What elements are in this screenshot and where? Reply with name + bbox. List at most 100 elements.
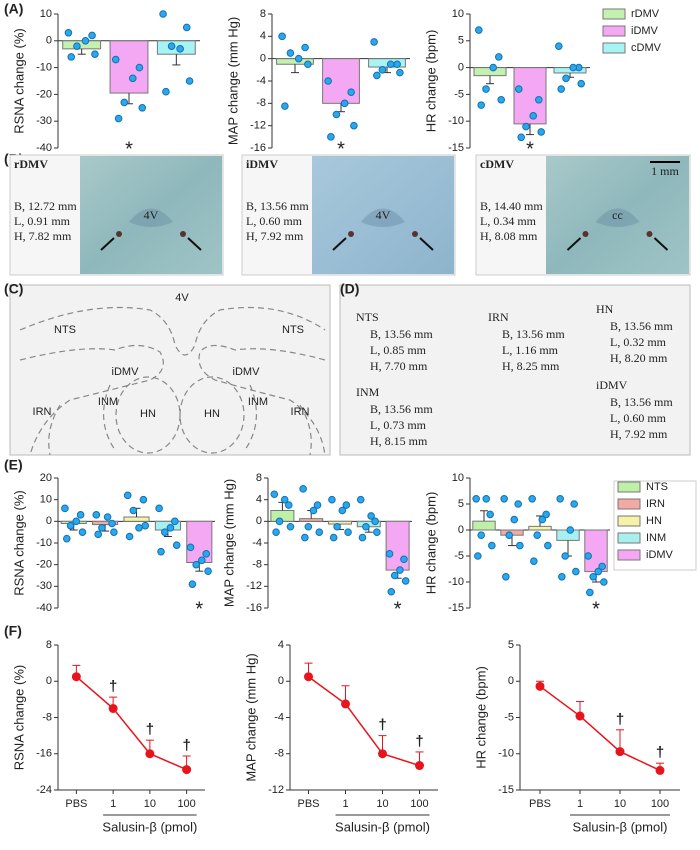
y-tick-label: 20 bbox=[40, 472, 52, 484]
y-tick-label: 4 bbox=[278, 639, 284, 651]
image-coord: L, 0.60 mm bbox=[246, 214, 303, 228]
image-label: 4V bbox=[376, 208, 391, 222]
data-point bbox=[110, 528, 118, 536]
diagram-label: IRN bbox=[291, 406, 310, 418]
legend-swatch bbox=[617, 532, 641, 544]
data-point bbox=[584, 552, 592, 560]
y-tick-label: 5 bbox=[458, 35, 464, 47]
y-tick-label: -8 bbox=[252, 559, 262, 571]
data-point bbox=[516, 541, 524, 550]
x-tick-label: 10 bbox=[144, 798, 156, 810]
y-axis-label: RSNA change (%) bbox=[11, 490, 26, 596]
data-point bbox=[157, 547, 165, 556]
diagram-label: INM bbox=[248, 396, 268, 408]
data-point bbox=[655, 765, 665, 775]
line bbox=[539, 685, 661, 772]
arrow bbox=[653, 237, 669, 251]
data-point bbox=[528, 495, 536, 503]
line bbox=[75, 676, 187, 771]
data-point bbox=[333, 522, 341, 531]
data-point bbox=[108, 703, 118, 713]
data-point bbox=[135, 63, 144, 72]
legend-swatch bbox=[602, 42, 626, 54]
y-tick-label: -5 bbox=[454, 550, 464, 562]
data-point bbox=[356, 495, 365, 504]
legend-label: INM bbox=[646, 532, 666, 544]
y-tick-label: -16 bbox=[246, 602, 262, 614]
diagram-label: iDMV bbox=[112, 366, 140, 378]
y-tick-label: -16 bbox=[36, 748, 52, 760]
arrow bbox=[566, 237, 582, 251]
data-point bbox=[141, 521, 150, 530]
data-point bbox=[615, 747, 625, 757]
x-axis-label: Salusin-β (pmol) bbox=[335, 819, 430, 834]
data-point bbox=[76, 511, 85, 519]
data-point bbox=[299, 485, 307, 493]
y-tick-label: -10 bbox=[36, 62, 52, 74]
data-point bbox=[502, 573, 510, 581]
data-point bbox=[327, 133, 335, 141]
x-tick-label: 100 bbox=[651, 798, 669, 810]
data-point bbox=[400, 555, 408, 564]
y-tick-label: -10 bbox=[448, 115, 464, 127]
x-tick-label: 1 bbox=[110, 798, 116, 810]
data-point bbox=[62, 534, 71, 543]
arrow bbox=[187, 237, 202, 251]
data-point bbox=[378, 66, 387, 74]
legend-swatch bbox=[617, 481, 641, 493]
data-point bbox=[192, 560, 200, 569]
y-tick-label: -10 bbox=[448, 576, 464, 588]
data-point bbox=[71, 672, 81, 682]
region-coord: L, 0.85 mm bbox=[370, 343, 427, 357]
y-tick-label: -40 bbox=[36, 142, 52, 154]
y-axis-label: RSNA change (%) bbox=[11, 665, 26, 771]
region-coord: L, 0.32 mm bbox=[610, 335, 667, 349]
data-point bbox=[390, 571, 399, 580]
data-point bbox=[304, 522, 313, 531]
data-point bbox=[474, 552, 482, 560]
y-tick-label: -30 bbox=[36, 115, 52, 127]
x-tick-label: 1 bbox=[577, 798, 583, 810]
data-point bbox=[186, 543, 195, 552]
data-point bbox=[81, 37, 90, 45]
data-point bbox=[600, 578, 608, 586]
data-point bbox=[286, 49, 295, 57]
legend-label: NTS bbox=[646, 481, 668, 493]
y-tick-label: 4 bbox=[260, 30, 266, 42]
data-point bbox=[475, 26, 483, 34]
panel-label: (A) bbox=[4, 1, 23, 17]
data-point bbox=[162, 87, 170, 96]
y-axis-label: HR change (bpm) bbox=[473, 666, 488, 769]
data-point bbox=[347, 88, 355, 96]
data-point bbox=[401, 577, 410, 585]
data-point bbox=[313, 501, 322, 509]
data-point bbox=[280, 495, 289, 504]
data-point bbox=[92, 511, 101, 519]
y-tick-label: -8 bbox=[274, 748, 284, 760]
bar bbox=[472, 520, 496, 531]
data-point bbox=[495, 53, 503, 61]
x-tick-label: 100 bbox=[410, 798, 428, 810]
data-point bbox=[329, 533, 338, 542]
bar bbox=[123, 516, 150, 522]
significance-marker: † bbox=[146, 721, 154, 738]
y-tick-label: -12 bbox=[250, 120, 266, 132]
data-point bbox=[472, 495, 480, 503]
region-name: IRN bbox=[488, 310, 509, 324]
image-coord: B, 13.56 mm bbox=[246, 199, 309, 213]
data-point bbox=[569, 63, 578, 72]
image-coord: L, 0.91 mm bbox=[14, 214, 71, 228]
data-point bbox=[594, 567, 603, 576]
diagram-label: IRN bbox=[33, 406, 52, 418]
y-tick-label: 5 bbox=[458, 498, 464, 510]
y-tick-label: 4 bbox=[256, 494, 262, 506]
data-point bbox=[535, 95, 543, 104]
data-point bbox=[570, 500, 578, 508]
y-tick-label: 8 bbox=[46, 639, 52, 651]
arrow bbox=[332, 237, 347, 251]
y-axis-label: HR change (bpm) bbox=[423, 30, 438, 133]
image-coord: B, 14.40 mm bbox=[480, 199, 543, 213]
y-tick-label: 10 bbox=[40, 494, 52, 506]
data-point bbox=[542, 510, 550, 519]
diagram-label: HN bbox=[204, 408, 220, 420]
